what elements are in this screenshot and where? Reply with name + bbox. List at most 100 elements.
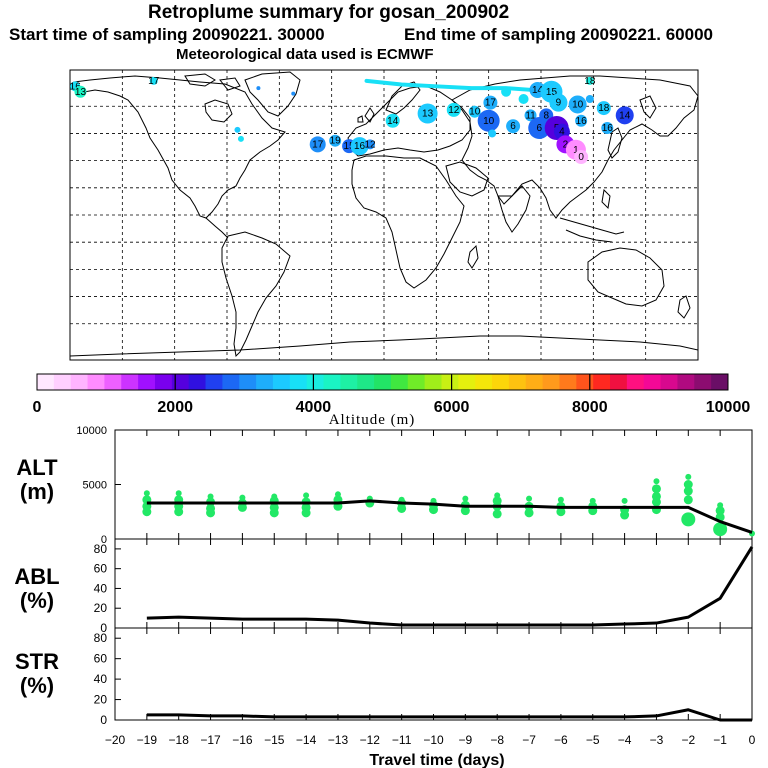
plume-cluster	[149, 76, 158, 85]
plume-cluster-label: 17	[312, 139, 324, 150]
colorbar-tick-label: 6000	[434, 399, 470, 416]
plume-cluster-label: 15	[546, 87, 558, 98]
colorbar-swatch	[138, 374, 156, 390]
coast-central-america	[205, 217, 229, 239]
alt-scatter-point	[524, 508, 534, 518]
alt-scatter-point	[526, 495, 533, 502]
x-tick-label: −16	[232, 733, 253, 747]
alt-scatter-point	[556, 507, 566, 517]
colorbar-swatch	[154, 374, 173, 390]
coast-india	[497, 185, 531, 233]
alt-scatter-point	[683, 495, 693, 505]
plume-cluster	[291, 91, 296, 96]
plume-cluster	[574, 150, 589, 164]
plume-cluster-label: 16	[602, 123, 614, 134]
plume-cluster	[488, 129, 497, 138]
coast-japan	[607, 127, 623, 159]
coast-hudson-bay	[204, 99, 233, 123]
plume-cluster-label: 11	[525, 110, 536, 121]
plume-cluster-label: 14	[619, 110, 631, 121]
plume-cluster	[506, 119, 521, 134]
abl-panel-frame	[114, 538, 753, 629]
alt-label-bottom: (m)	[19, 479, 55, 504]
alt-panel-label: ALT (m)	[2, 456, 72, 504]
plume-cluster	[417, 103, 438, 124]
colorbar-swatch	[222, 374, 240, 390]
colorbar-swatch	[610, 374, 628, 390]
coast-north-america	[73, 75, 286, 219]
coast-arabia	[445, 161, 489, 197]
plume-cluster	[309, 136, 326, 153]
plume-cluster-label: 6	[536, 123, 542, 134]
x-axis-title: Travel time (days)	[369, 752, 504, 768]
plume-cluster	[585, 76, 594, 85]
alt-scatter-point	[557, 496, 564, 503]
abl-label-bottom: (%)	[19, 588, 55, 613]
x-tick-label: −8	[490, 733, 504, 747]
coast-madagascar	[467, 244, 479, 269]
plume-cluster	[237, 135, 244, 142]
x-tick-label: −2	[681, 733, 695, 747]
alt-y-tick-label: 0	[101, 534, 107, 546]
plume-cluster-label: 16	[70, 81, 82, 92]
plume-cluster	[483, 95, 498, 110]
plume-cluster	[518, 94, 529, 104]
plume-cluster-label: 13	[422, 109, 434, 120]
colorbar-swatch	[374, 374, 392, 390]
x-tick-label: −12	[360, 733, 381, 747]
plume-cluster-label: 2	[563, 139, 569, 150]
colorbar-swatch	[357, 374, 375, 390]
str-y-tick-label: 40	[94, 672, 108, 686]
plume-cluster-label: 14	[387, 116, 399, 127]
plume-cluster	[468, 105, 481, 118]
colorbar-tick-label: 10000	[706, 399, 751, 416]
str-label-top: STR	[15, 649, 59, 674]
plume-streak	[364, 78, 535, 92]
colorbar-swatch	[677, 374, 695, 390]
x-tick-label: −5	[586, 733, 600, 747]
alt-scatter-point	[303, 492, 310, 499]
plume-cluster	[568, 95, 587, 114]
alt-scatter-point	[681, 512, 696, 527]
colorbar-swatch	[188, 374, 207, 390]
colorbar-title: Altitude (m)	[329, 412, 416, 428]
x-tick-label: −18	[169, 733, 190, 747]
colorbar-swatch	[458, 374, 476, 390]
x-tick-label: −7	[522, 733, 536, 747]
colorbar-tick-label: 8000	[572, 399, 608, 416]
plume-cluster	[615, 106, 634, 125]
colorbar-swatch	[53, 374, 72, 390]
coast-uk	[357, 107, 375, 123]
colorbar-swatch	[256, 374, 274, 390]
x-tick-label: −9	[459, 733, 473, 747]
colorbar-swatch	[626, 374, 645, 390]
str-series-line	[146, 708, 752, 722]
plume-cluster-label: 12	[448, 105, 460, 116]
plume-cluster	[446, 102, 461, 117]
abl-y-tick-label: 40	[94, 581, 108, 595]
plume-cluster	[350, 137, 369, 156]
coast-south-america	[221, 231, 291, 358]
colorbar-swatch	[559, 374, 577, 390]
colorbar-swatch	[306, 374, 325, 390]
abl-series-line	[146, 546, 754, 627]
alt-scatter-point	[429, 505, 438, 515]
altitude-colorbar: 0 2000 4000 6000 8000 10000 Altitude (m)	[33, 373, 751, 428]
colorbar-swatch	[441, 374, 459, 390]
colorbar-swatch	[407, 374, 426, 390]
x-tick-label: −4	[618, 733, 632, 747]
alt-scatter-point	[683, 480, 693, 489]
met-data-note: Meteorological data used is ECMWF	[176, 46, 434, 63]
coast-sakhalin-kamchatka	[639, 95, 657, 119]
x-tick-label: 0	[749, 733, 756, 747]
alt-scatter-point	[460, 506, 470, 516]
alt-scatter-point	[206, 508, 216, 518]
plume-cluster-label: 1	[573, 145, 579, 156]
colorbar-swatch	[711, 374, 729, 390]
coast-africa	[351, 155, 465, 289]
plume-cluster-label: 4	[559, 127, 565, 138]
coast-scandinavia	[385, 81, 421, 115]
figure-title: Retroplume summary for gosan_200902	[148, 2, 510, 23]
plume-cluster-label: 13	[75, 87, 87, 98]
